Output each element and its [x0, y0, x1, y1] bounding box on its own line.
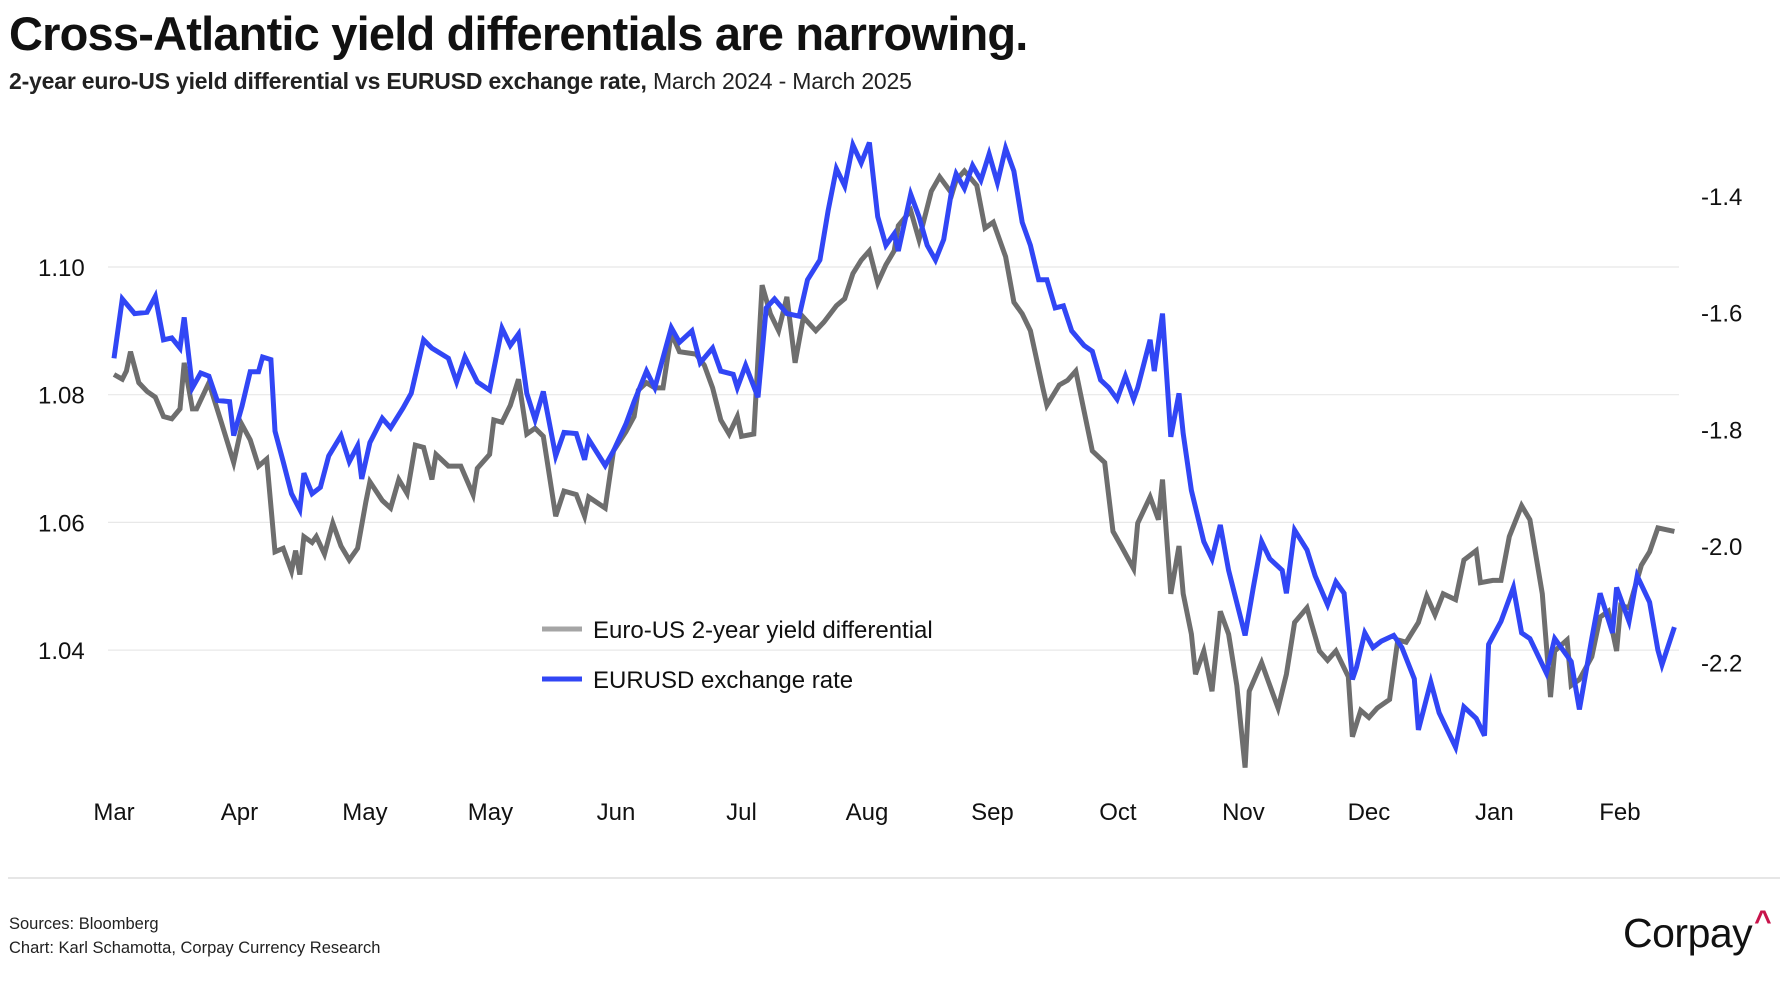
x-axis-tick-label: Dec	[1348, 799, 1391, 826]
left-axis-tick-label: 1.08	[38, 383, 85, 410]
series-line-differential	[112, 167, 1675, 768]
x-axis-tick-label: Jan	[1475, 799, 1514, 826]
legend: Euro-US 2-year yield differential EURUSD…	[542, 617, 933, 694]
right-axis-tick-label: -1.4	[1701, 184, 1742, 211]
right-axis-tick-label: -1.8	[1701, 417, 1742, 444]
corpay-logo: Corpay^	[1623, 905, 1772, 957]
series-lines	[111, 137, 1677, 768]
right-axis-tick-label: -1.6	[1701, 301, 1742, 328]
right-axis-tick-label: -2.0	[1701, 534, 1742, 561]
legend-label-differential: Euro-US 2-year yield differential	[593, 617, 933, 644]
subtitle-date-range: March 2024 - March 2025	[646, 68, 912, 94]
footer-divider	[8, 877, 1780, 879]
x-axis-tick-label: Jun	[597, 799, 636, 826]
x-axis-tick-label: Sep	[971, 799, 1014, 826]
x-axis-tick-label: Aug	[846, 799, 889, 826]
x-axis-tick-label: Feb	[1599, 799, 1640, 826]
left-axis-tick-label: 1.04	[38, 638, 85, 665]
chart-credit: Chart: Karl Schamotta, Corpay Currency R…	[9, 939, 381, 957]
series-line-eurusd	[111, 137, 1677, 755]
x-axis-tick-label: Nov	[1222, 799, 1265, 826]
right-axis-ticks: -1.4 -1.6 -1.8 -2.0 -2.2	[1701, 184, 1742, 678]
x-axis-tick-label: Mar	[93, 799, 134, 826]
logo-caret-icon: ^	[1754, 905, 1772, 938]
chart-title: Cross-Atlantic yield differentials are n…	[9, 7, 1028, 60]
x-axis-ticks: Mar Apr May May Jun Jul Aug Sep Oct Nov Dec Jan Feb	[93, 799, 1640, 826]
x-axis-tick-label: May	[468, 799, 513, 826]
x-axis-tick-label: May	[342, 799, 387, 826]
sources-note: Sources: Bloomberg	[9, 915, 159, 933]
logo-text: Corpay	[1623, 910, 1753, 956]
right-axis-tick-label: -2.2	[1701, 651, 1742, 678]
left-axis-tick-label: 1.10	[38, 255, 85, 282]
left-axis-tick-label: 1.06	[38, 510, 85, 537]
legend-label-eurusd: EURUSD exchange rate	[593, 667, 853, 694]
gridlines	[108, 266, 1679, 651]
x-axis-tick-label: Oct	[1099, 799, 1137, 826]
subtitle-bold: 2-year euro-US yield differential vs EUR…	[9, 68, 647, 94]
x-axis-tick-label: Apr	[221, 799, 258, 826]
left-axis-ticks: 1.04 1.06 1.08 1.10	[38, 255, 85, 665]
chart-subtitle: 2-year euro-US yield differential vs EUR…	[9, 68, 912, 95]
x-axis-tick-label: Jul	[726, 799, 757, 826]
